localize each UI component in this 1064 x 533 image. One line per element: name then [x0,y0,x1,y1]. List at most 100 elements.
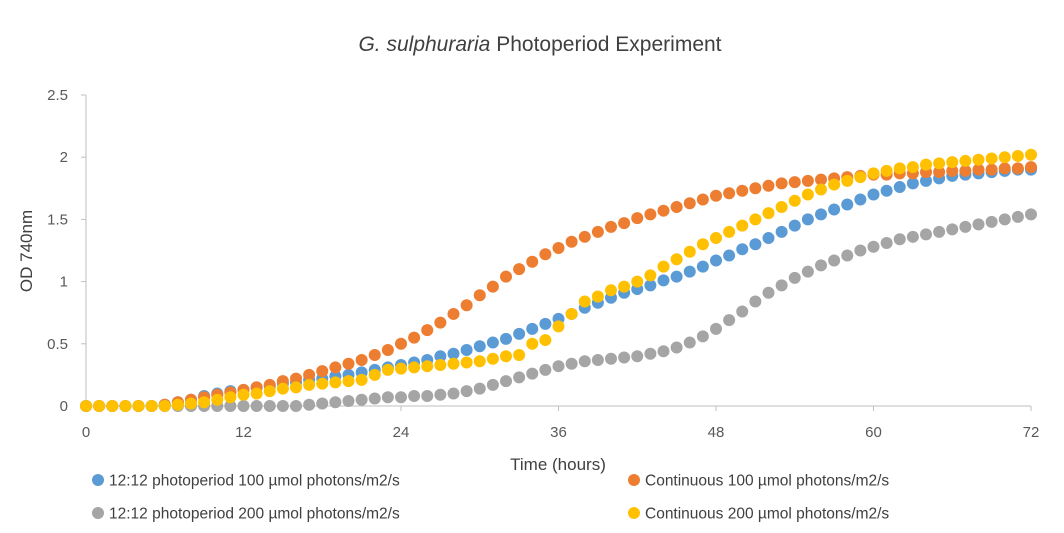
data-point [408,331,421,344]
data-point [618,280,631,293]
data-point [998,213,1011,226]
data-point [421,360,434,373]
data-point [486,280,499,293]
legend-label: 12:12 photoperiod 200 µmol photons/m2/s [109,506,400,523]
data-point [644,279,657,292]
data-point [198,396,211,409]
x-tick-label: 12 [235,424,252,441]
data-point [185,397,197,410]
data-point [276,382,289,395]
data-point [237,400,250,412]
data-point [355,373,368,386]
data-point [828,203,841,216]
data-point [460,356,473,369]
data-point [211,393,224,406]
data-point [788,194,801,207]
data-point [329,396,342,409]
data-point [250,400,263,412]
data-point [500,270,512,283]
x-tick-label: 24 [393,424,410,441]
data-point [736,219,749,232]
data-point [145,400,158,412]
data-point [1025,161,1037,174]
data-point [841,174,854,187]
data-point [801,188,814,201]
data-point [250,387,263,400]
data-point [762,232,775,245]
data-point [670,270,683,283]
data-point [618,217,631,230]
data-point [605,220,617,233]
data-point [801,265,814,278]
data-point [552,360,565,373]
data-point [290,372,302,385]
data-point [605,284,617,297]
y-axis: 0 0.5 1 1.5 2 2.5 [47,87,87,415]
x-tick-label: 0 [82,424,90,441]
data-point [171,398,184,411]
data-point [93,400,106,412]
data-point [631,275,644,288]
legend-label: Continuous 100 µmol photons/m2/s [645,473,889,490]
legend-marker [92,507,104,519]
data-point [775,279,788,292]
y-tick-label: 1 [60,274,68,291]
data-point [434,358,447,371]
y-tick-label: 0 [60,398,68,415]
data-point [565,307,578,320]
data-point [513,348,526,361]
data-point [946,223,959,236]
data-point [985,152,998,165]
data-point [880,184,893,197]
data-point [303,398,316,411]
data-point [368,368,381,381]
x-tick-label: 60 [865,424,882,441]
data-point [749,182,762,195]
data-point [631,212,644,225]
chart-title-italic: G. sulphuraria [358,33,490,56]
data-point [828,178,841,191]
data-point [683,197,696,210]
legend: 12:12 photoperiod 100 µmol photons/m2/s C… [92,473,889,523]
data-point [539,363,552,376]
legend-label: Continuous 200 µmol photons/m2/s [645,506,889,523]
legend-item: 12:12 photoperiod 100 µmol photons/m2/s [92,473,400,490]
data-point [290,400,302,412]
data-point [959,154,972,167]
data-point [854,193,867,206]
data-point [946,164,959,177]
data-point [552,242,565,255]
data-point [1011,162,1024,175]
data-point [670,253,683,266]
data-point [591,290,604,303]
data-point [565,357,578,370]
data-point [775,225,788,238]
x-axis: 0 12 24 36 48 60 72 [82,405,1039,441]
data-point [329,361,342,374]
data-point [342,375,355,388]
data-point [421,324,434,337]
data-point [276,400,289,412]
y-tick-label: 1.5 [47,211,68,228]
data-point [408,361,421,374]
data-point [749,213,762,226]
data-point [434,316,447,329]
data-point [657,345,670,358]
data-point [263,400,276,412]
data-point [893,181,906,194]
data-point [710,322,722,335]
data-point [670,200,683,213]
data-point [329,376,342,389]
series-4 [80,148,1037,412]
data-point [513,263,526,276]
data-point [395,337,407,350]
data-point [355,393,368,406]
data-point [933,225,946,238]
data-point [132,400,145,412]
data-point [920,174,932,187]
data-point [119,400,132,412]
data-point [998,151,1011,164]
data-point [946,156,959,169]
data-point [263,385,276,398]
data-point [972,153,985,166]
